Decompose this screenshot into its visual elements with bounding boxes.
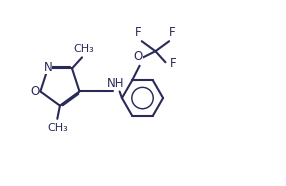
Text: O: O [30,85,39,98]
Text: F: F [169,26,176,39]
Text: CH₃: CH₃ [73,44,94,54]
Text: O: O [134,50,143,63]
Text: F: F [169,57,176,70]
Text: NH: NH [107,77,124,90]
Text: N: N [43,61,52,74]
Text: CH₃: CH₃ [47,123,68,133]
Text: F: F [135,26,142,39]
